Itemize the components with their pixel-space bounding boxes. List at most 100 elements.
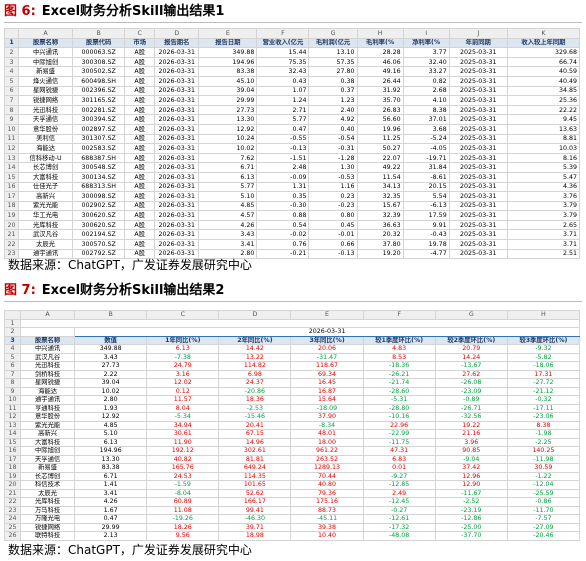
cell: 通宇通讯 [20,395,76,405]
cell: -9.32 [506,344,581,354]
cell: 27.73 [74,361,148,371]
cell: -19.26 [146,514,220,524]
column-letter: J [448,28,508,39]
cell: 仕佳光子 [18,181,74,193]
cell: -21.12 [506,386,581,396]
cell: 26.44 [356,75,404,87]
cell: 34.85 [506,85,581,97]
cell: 7.62 [198,152,258,164]
cell: 0.12 [146,386,220,396]
cell: -4.77 [402,248,450,260]
cell: 紫光光能 [20,420,76,430]
row-number: 5 [3,352,22,362]
cell: A股 [124,162,156,173]
cell: 0.23 [308,191,358,202]
column-letter: K [506,28,581,39]
cell: 3.96 [434,437,508,447]
corner-cell [3,310,22,320]
cell: 1.41 [74,480,148,490]
cell: -22.99 [362,429,436,439]
cell: -37.70 [434,531,508,541]
cell: 49.16 [356,66,404,77]
cell: 2025-03-31 [448,200,508,212]
cell: 301307.SZ [72,133,126,145]
cell: A股 [124,104,156,116]
cell: 118.67 [290,361,364,371]
cell: 34.13 [356,181,404,193]
cell: 349.88 [198,47,258,58]
row-number: 7 [3,369,22,379]
cell: -8.34 [290,420,364,430]
cell: A股 [124,181,156,193]
cell: -12.85 [362,480,436,490]
data-row: 25 锐捷网络 29.99 18.26 39.71 39.38 -17.32 -25.00 -2… [3,522,581,532]
cell: 意华股份 [18,123,74,135]
cell: -18.06 [506,361,581,371]
figure-caption: Excel财务分析Skill输出结果1 [41,4,225,19]
cell: 28.28 [356,47,404,58]
header-cell: 较1季度环比(%) [362,335,436,345]
cell: -2.52 [434,497,508,507]
header-cell: 1年同比(%) [146,335,220,345]
cell: -17.11 [506,403,581,413]
cell: A股 [124,191,156,202]
cell: 联特科技 [20,531,76,541]
header-cell: 毛利率(% [356,37,404,49]
header-cell: 年前同期 [448,37,508,49]
cell: 4.10 [402,95,450,106]
cell: 2.68 [402,85,450,97]
cell: -0.32 [506,395,581,405]
cell: 27.62 [434,369,508,379]
data-row: 22 太辰光 300570.SZ A股 2026-03-31 3.41 0.76 0.66 37… [3,239,581,250]
cell: 30.59 [506,463,581,473]
cell: 紫光光能 [18,200,74,212]
cell: 0.88 [256,210,310,221]
cell: 2026-03-31 [154,66,200,77]
cell: 37.80 [356,239,404,250]
cell: 002902.SZ [72,200,126,212]
cell: 81.81 [218,454,292,464]
cell: -1.98 [506,429,581,439]
cell: 3.79 [506,200,581,212]
cell: 9.45 [506,114,581,125]
cell: 2025-03-31 [448,66,508,77]
column-letter: D [154,28,200,39]
data-row: 17 高新兴 300098.SZ A股 2026-03-31 5.10 0.35 0.23 32… [3,191,581,202]
cell: 5.77 [256,114,310,125]
cell: 6.83 [362,454,436,464]
cell: 0.80 [308,210,358,221]
cell: 2.13 [74,531,148,541]
row-number: 14 [3,429,22,439]
cell: 40.82 [146,454,220,464]
data-row: 7 剑桥科技 2.22 3.16 6.98 69.34 -26.21 27.62 17.31 [3,369,581,379]
cell: 39.71 [218,522,292,532]
cell: 20.79 [434,344,508,354]
cell: -7.57 [506,514,581,524]
cell: 19.78 [402,239,450,250]
cell: 11.57 [146,395,220,405]
cell: 165.76 [146,463,220,473]
cell: 2025-03-31 [448,171,508,183]
cell: -8.04 [146,488,220,498]
cell: 海能达 [18,143,74,154]
cell: -1.22 [506,471,581,481]
row-number: 3 [3,56,20,68]
cell: 海能达 [20,386,76,396]
cell: 99.41 [218,505,292,515]
cell: 光迅科技 [18,104,74,116]
data-row: 22 光库科技 4.26 60.89 166.17 175.16 -12.45 -2.52 -0… [3,497,581,507]
cell: 11.08 [146,505,220,515]
header-cell: 股票代码 [72,37,126,49]
cell: -4.05 [402,143,450,154]
cell: -0.30 [256,200,310,212]
blank-cell [20,318,580,328]
row-number: 5 [3,75,20,87]
cell: 锐捷网络 [20,522,76,532]
cell: 2025-03-31 [448,95,508,106]
row-number: 20 [3,480,22,490]
cell: 39.38 [290,522,364,532]
cell: 22.22 [506,104,581,116]
cell: 45.10 [198,75,258,87]
cell: 002583.SZ [72,143,126,154]
cell: -11.75 [362,437,436,447]
